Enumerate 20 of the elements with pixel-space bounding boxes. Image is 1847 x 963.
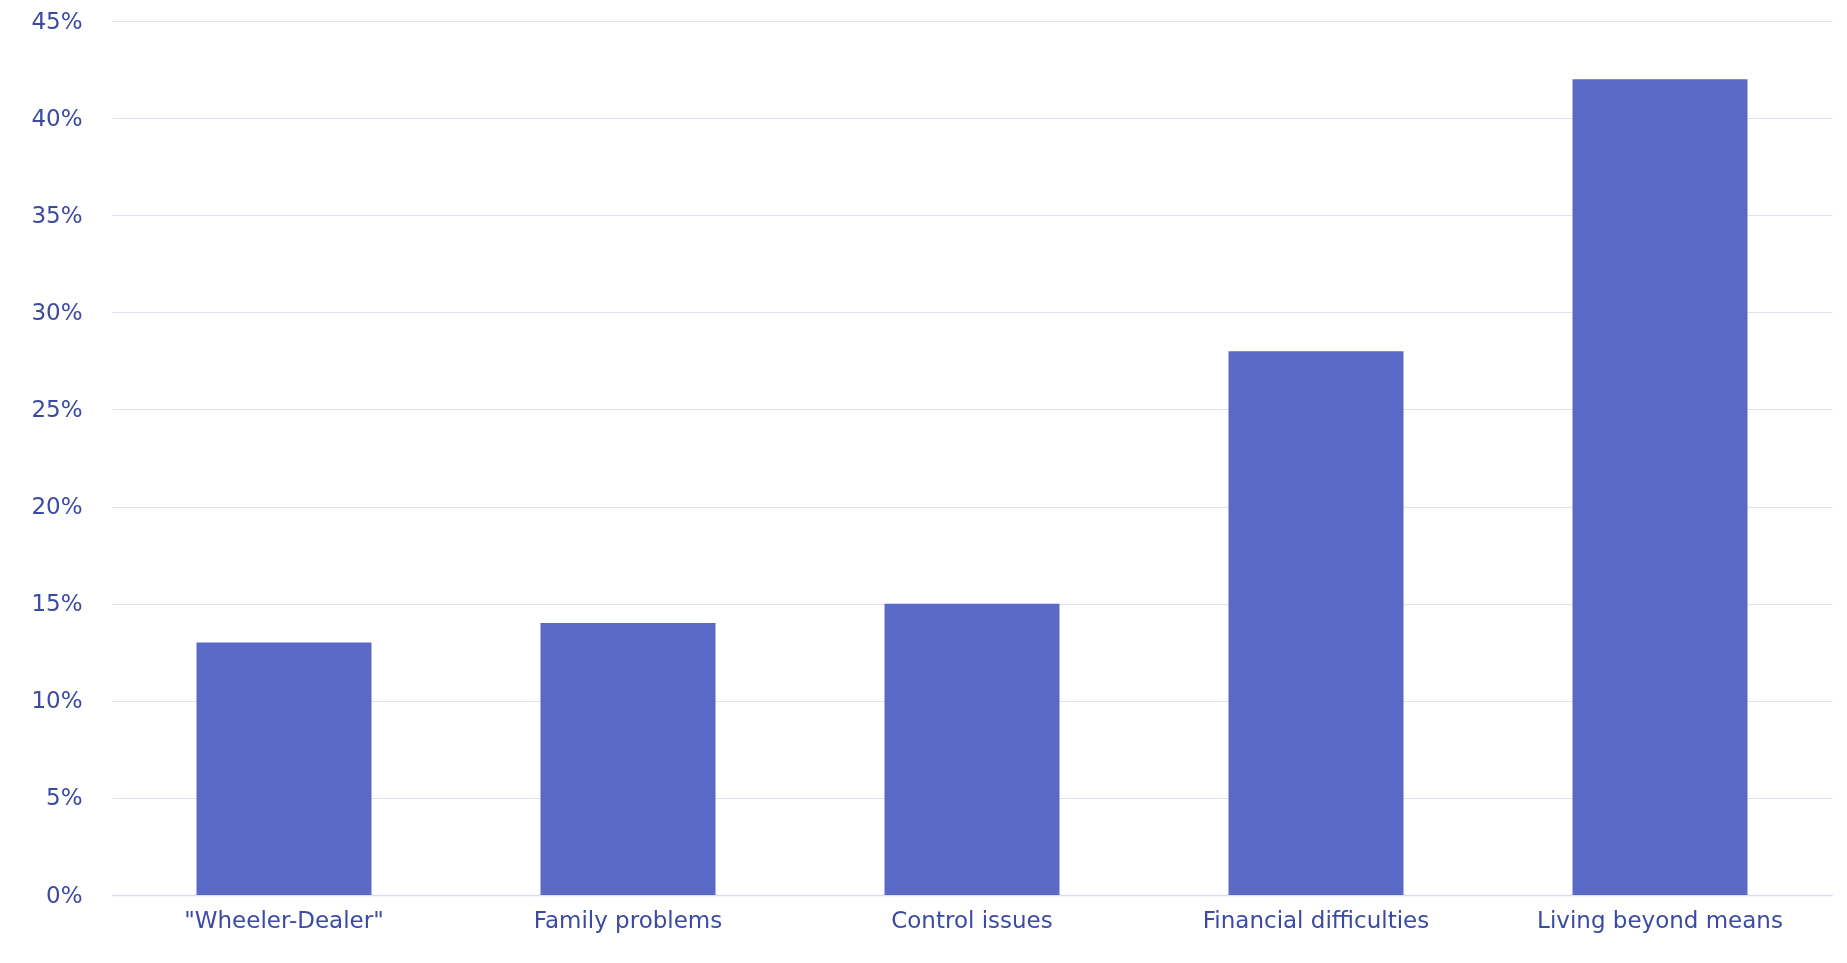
x-tick-label: Family problems — [533, 906, 723, 933]
y-tick-label: 45% — [31, 7, 83, 34]
y-tick-label: 10% — [31, 687, 83, 714]
bar — [196, 642, 372, 895]
bar — [884, 603, 1060, 895]
bar — [1228, 351, 1404, 895]
y-tick-label: 20% — [31, 493, 83, 520]
y-tick-label: 0% — [46, 881, 83, 908]
y-tick-label: 15% — [31, 590, 83, 617]
bar — [1572, 79, 1748, 895]
y-tick-label: 25% — [31, 395, 83, 422]
x-tick-label: Living beyond means — [1537, 906, 1783, 933]
y-tick-label: 5% — [46, 784, 83, 811]
y-tick-label: 40% — [31, 104, 83, 131]
x-tick-label: Financial difficulties — [1202, 906, 1430, 933]
x-tick-label: "Wheeler-Dealer" — [184, 906, 384, 933]
bar — [540, 623, 716, 895]
y-tick-label: 30% — [31, 298, 83, 325]
x-tick-label: Control issues — [891, 906, 1053, 933]
y-tick-label: 35% — [31, 201, 83, 228]
